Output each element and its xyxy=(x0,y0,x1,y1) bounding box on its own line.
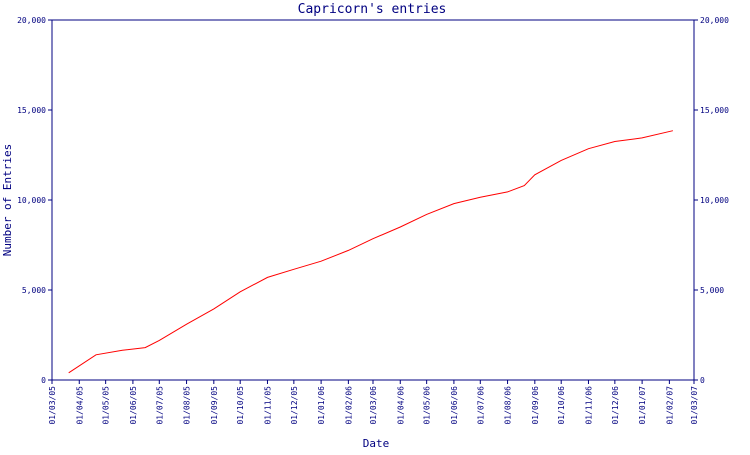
x-tick-label: 01/09/06 xyxy=(531,386,540,425)
x-tick-label: 01/03/07 xyxy=(690,386,699,425)
x-tick-label: 01/01/07 xyxy=(638,386,647,425)
x-tick-label: 01/01/06 xyxy=(317,386,326,425)
y-tick-label-left: 0 xyxy=(41,376,46,385)
y-tick-label-right: 10,000 xyxy=(700,196,729,205)
y-tick-label-right: 15,000 xyxy=(700,106,729,115)
y-tick-label-left: 20,000 xyxy=(17,16,46,25)
x-tick-label: 01/06/05 xyxy=(129,386,138,425)
x-tick-label: 01/07/05 xyxy=(155,386,164,425)
x-tick-label: 01/06/06 xyxy=(450,386,459,425)
y-tick-label-right: 20,000 xyxy=(700,16,729,25)
y-tick-label-left: 5,000 xyxy=(22,286,46,295)
y-tick-label-left: 15,000 xyxy=(17,106,46,115)
series-line xyxy=(68,130,674,374)
x-tick-label: 01/04/06 xyxy=(396,386,405,425)
y-tick-label-left: 10,000 xyxy=(17,196,46,205)
x-tick-label: 01/11/06 xyxy=(584,386,593,425)
x-tick-label: 01/03/05 xyxy=(48,386,57,425)
x-tick-label: 01/05/06 xyxy=(423,386,432,425)
x-tick-label: 01/02/06 xyxy=(344,386,353,425)
x-tick-label: 01/03/06 xyxy=(369,386,378,425)
x-tick-label: 01/12/06 xyxy=(611,386,620,425)
x-tick-label: 01/04/05 xyxy=(75,386,84,425)
x-tick-label: 01/09/05 xyxy=(210,386,219,425)
x-tick-label: 01/11/05 xyxy=(263,386,272,425)
x-tick-label: 01/10/05 xyxy=(236,386,245,425)
x-tick-label: 01/08/06 xyxy=(504,386,513,425)
x-axis-title: Date xyxy=(363,437,390,450)
y-axis-title: Number of Entries xyxy=(1,144,14,257)
x-tick-label: 01/12/05 xyxy=(290,386,299,425)
chart-title: Capricorn's entries xyxy=(298,2,447,17)
x-tick-label: 01/08/05 xyxy=(183,386,192,425)
y-tick-label-right: 5,000 xyxy=(700,286,724,295)
y-tick-label-right: 0 xyxy=(700,376,705,385)
x-tick-label: 01/02/07 xyxy=(665,386,674,425)
x-tick-label: 01/10/06 xyxy=(557,386,566,425)
x-tick-label: 01/07/06 xyxy=(476,386,485,425)
x-tick-label: 01/05/05 xyxy=(102,386,111,425)
plot-frame xyxy=(51,19,695,381)
